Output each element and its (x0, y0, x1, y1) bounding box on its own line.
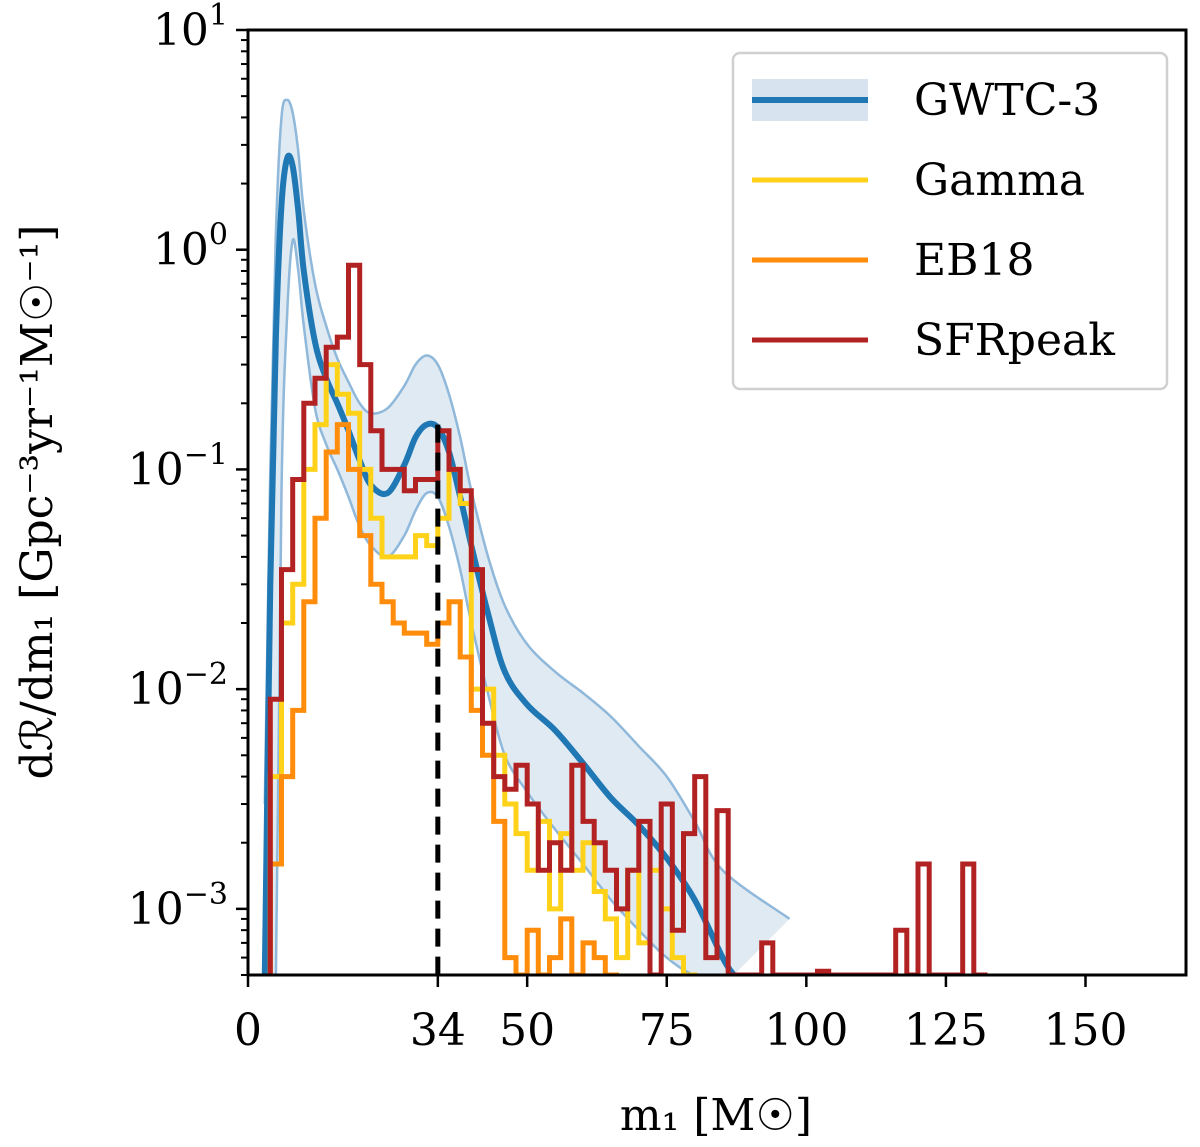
y-tick-label: 100 (153, 218, 228, 276)
y-tick-label: 10−1 (128, 437, 228, 495)
legend-label: Gamma (914, 155, 1085, 206)
gwtc3-credible-band (264, 99, 790, 975)
sfrpeak-histogram (267, 262, 988, 975)
plot-area (261, 98, 988, 975)
y-tick-label: 10−3 (128, 877, 228, 935)
y-tick-label: 101 (153, 0, 228, 56)
x-axis: 0 34 50 75 100 125 150 (234, 975, 1127, 1056)
legend: GWTC-3 Gamma EB18 SFRpeak (731, 51, 1169, 391)
x-axis-label: m₁ [M☉] (620, 1090, 812, 1141)
x-tick-label: 100 (764, 1005, 848, 1056)
x-tick-label: 0 (234, 1005, 262, 1056)
legend-label: SFRpeak (914, 315, 1115, 366)
eb18-histogram (267, 422, 619, 975)
legend-label: GWTC-3 (914, 75, 1100, 126)
gwtc3-band-upper-edge (263, 98, 791, 920)
x-tick-label: 125 (904, 1005, 988, 1056)
x-tick-label: 75 (639, 1005, 695, 1056)
legend-label: EB18 (914, 235, 1034, 286)
x-tick-label: 50 (499, 1005, 555, 1056)
y-axis-label: dℛ/dm₁ [Gpc⁻³yr⁻¹M☉⁻¹] (12, 225, 63, 780)
y-axis: 10−3 10−2 10−1 100 101 (128, 0, 248, 976)
gwtc3-median-line (261, 152, 737, 975)
y-tick-label: 10−2 (128, 657, 228, 715)
legend-box (731, 51, 1169, 391)
x-tick-label: 150 (1044, 1005, 1128, 1056)
x-tick-label: 34 (410, 1005, 466, 1056)
